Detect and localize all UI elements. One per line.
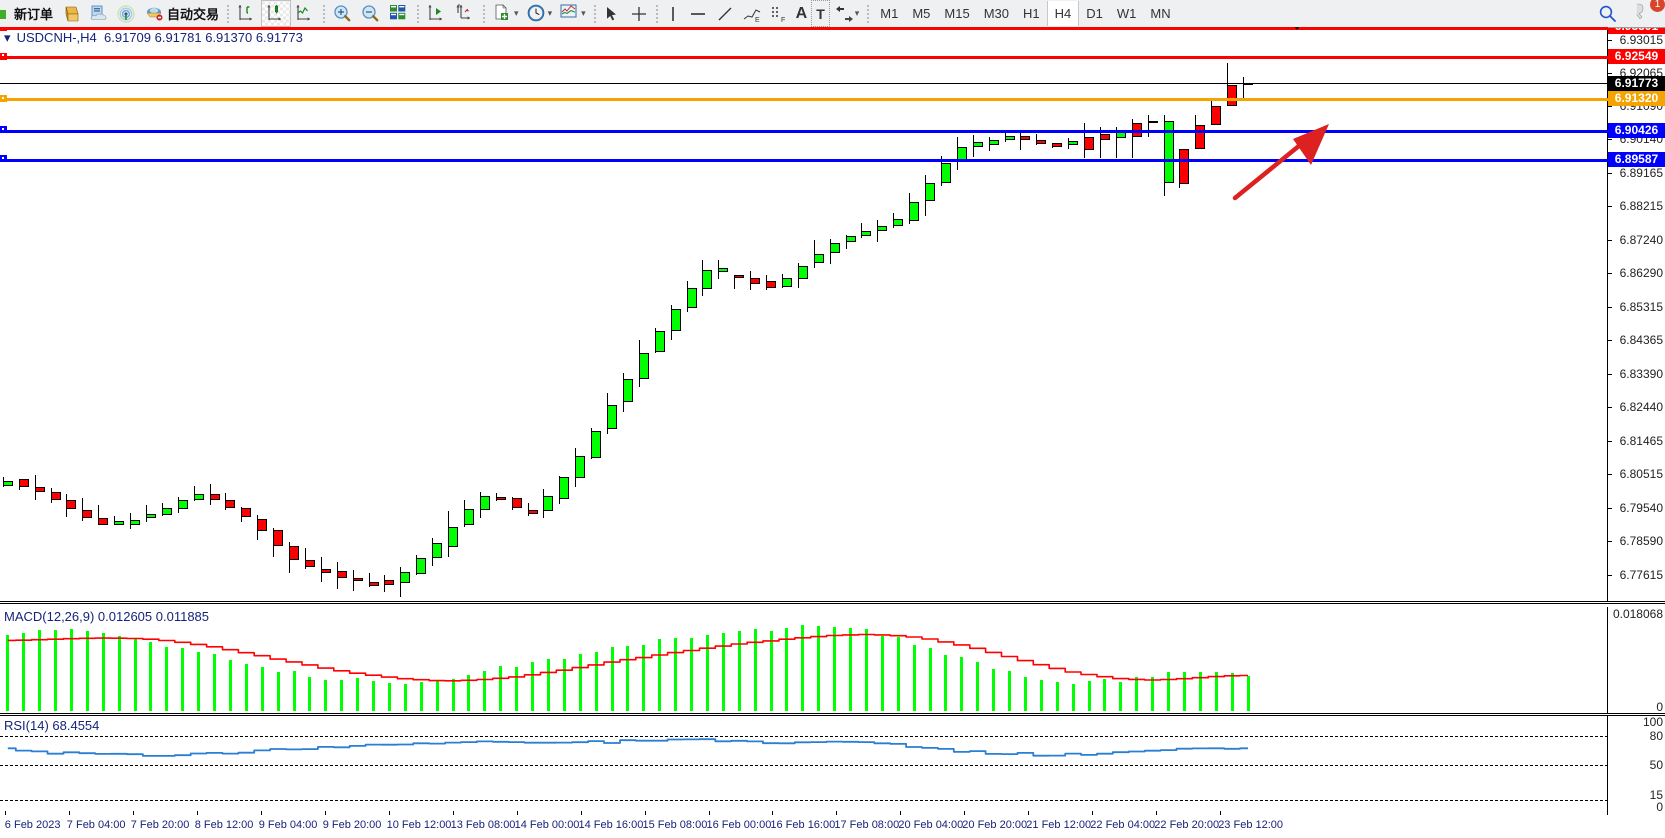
svg-text:E: E bbox=[755, 17, 760, 23]
svg-text:F: F bbox=[781, 17, 785, 22]
